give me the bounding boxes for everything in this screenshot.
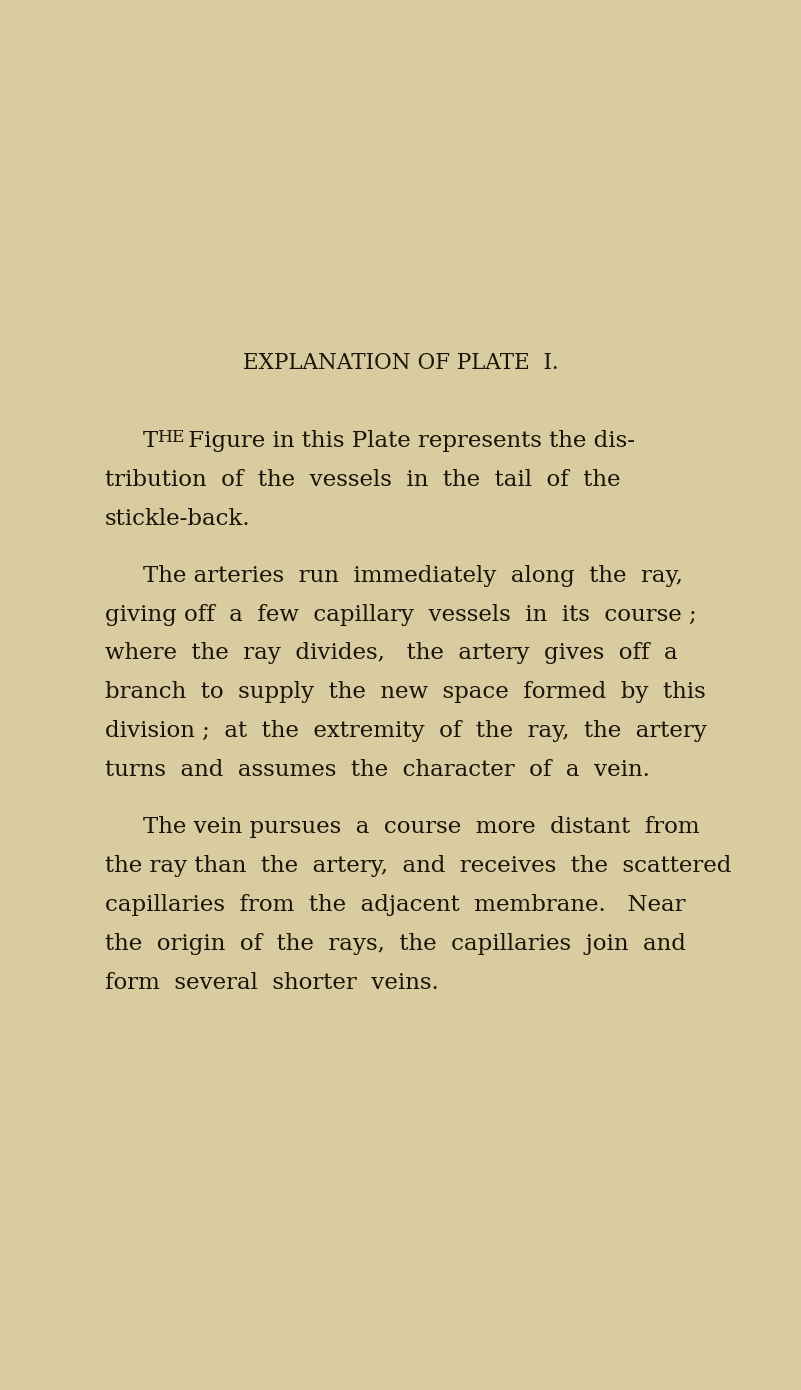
Text: giving off  a  few  capillary  vessels  in  its  course ;: giving off a few capillary vessels in it… xyxy=(105,603,697,626)
Text: capillaries  from  the  adjacent  membrane.   Near: capillaries from the adjacent membrane. … xyxy=(105,894,686,916)
Text: division ;  at  the  extremity  of  the  ray,  the  artery: division ; at the extremity of the ray, … xyxy=(105,720,706,742)
Text: HE: HE xyxy=(158,430,185,446)
Text: where  the  ray  divides,   the  artery  gives  off  a: where the ray divides, the artery gives … xyxy=(105,642,678,664)
Text: turns  and  assumes  the  character  of  a  vein.: turns and assumes the character of a vei… xyxy=(105,759,650,781)
Text: The arteries  run  immediately  along  the  ray,: The arteries run immediately along the r… xyxy=(143,564,683,587)
Text: stickle-back.: stickle-back. xyxy=(105,507,251,530)
Text: the  origin  of  the  rays,  the  capillaries  join  and: the origin of the rays, the capillaries … xyxy=(105,933,686,955)
Text: The vein pursues  a  course  more  distant  from: The vein pursues a course more distant f… xyxy=(143,816,699,838)
Text: Figure in this Plate represents the dis-: Figure in this Plate represents the dis- xyxy=(181,430,635,452)
Text: tribution  of  the  vessels  in  the  tail  of  the: tribution of the vessels in the tail of … xyxy=(105,468,621,491)
Text: T: T xyxy=(143,430,159,452)
Text: form  several  shorter  veins.: form several shorter veins. xyxy=(105,972,439,994)
Text: the ray than  the  artery,  and  receives  the  scattered: the ray than the artery, and receives th… xyxy=(105,855,731,877)
Text: branch  to  supply  the  new  space  formed  by  this: branch to supply the new space formed by… xyxy=(105,681,706,703)
Text: EXPLANATION OF PLATE  I.: EXPLANATION OF PLATE I. xyxy=(243,352,558,374)
